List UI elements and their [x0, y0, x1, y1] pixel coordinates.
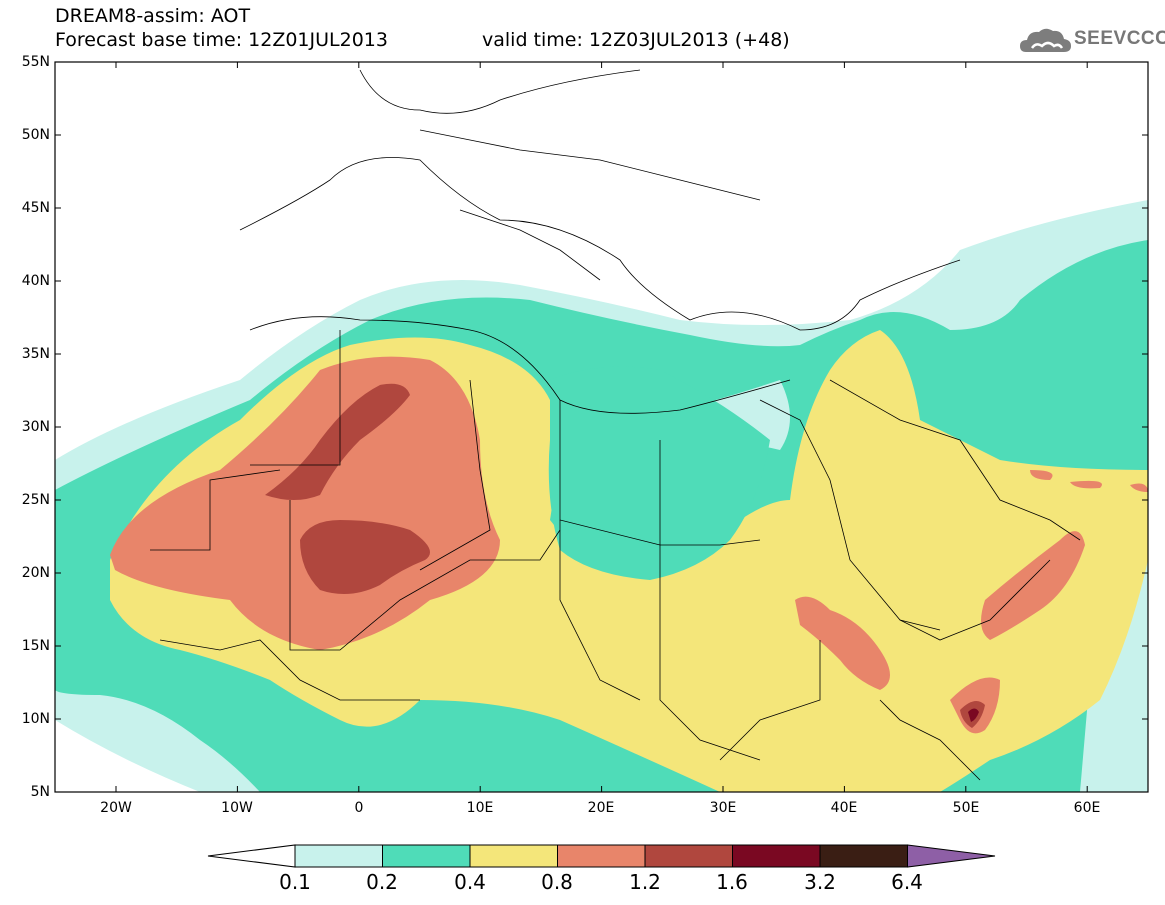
axis-ticks — [55, 61, 1148, 793]
lat-label-30n: 30N — [21, 419, 50, 435]
seevccc-logo: SEEVCCC — [1018, 22, 1165, 58]
lon-label-30e: 30E — [709, 800, 737, 816]
lon-label-0: 0 — [354, 800, 364, 816]
aot-contour-1.2-north — [265, 383, 410, 500]
lon-label-10w: 10W — [221, 800, 253, 816]
colorbar-bin — [644, 844, 733, 868]
lon-label-50e: 50E — [952, 800, 980, 816]
colorbar-bin — [207, 844, 296, 868]
colorbar-label-6.4: 6.4 — [891, 870, 923, 894]
colorbar-bin — [907, 844, 996, 868]
logo-text: SEEVCCC — [1074, 28, 1165, 49]
lon-label-60e: 60E — [1073, 800, 1101, 816]
lat-label-55n: 55N — [21, 54, 50, 70]
colorbar-label-0.4: 0.4 — [454, 870, 486, 894]
map-title: DREAM8-assim: AOT — [55, 5, 251, 27]
colorbar-bin — [469, 844, 558, 868]
lat-label-15n: 15N — [21, 638, 50, 654]
colorbar-bin — [557, 844, 646, 868]
cloud-icon — [1020, 28, 1071, 52]
aot-contour-1.2-south — [300, 520, 430, 594]
lat-label-50n: 50N — [21, 127, 50, 143]
lat-label-5n: 5N — [30, 784, 50, 800]
colorbar-bin — [819, 844, 908, 868]
colorbar-label-0.8: 0.8 — [541, 870, 573, 894]
colorbar-bin — [732, 844, 821, 868]
lon-label-20e: 20E — [587, 800, 615, 816]
lat-label-25n: 25N — [21, 492, 50, 508]
colorbar-bin — [294, 844, 383, 868]
colorbar-label-0.1: 0.1 — [279, 870, 311, 894]
lon-label-40e: 40E — [830, 800, 858, 816]
aot-contour-0.8-sahara — [110, 356, 500, 650]
aot-contour-0.8-redsea — [795, 596, 890, 690]
aot-contour-0.2-libya — [548, 366, 770, 580]
colorbar-label-1.2: 1.2 — [629, 870, 661, 894]
aot-contour-0.8-gulf — [1030, 470, 1148, 492]
forecast-base-time: Forecast base time: 12Z01JUL2013 — [55, 29, 388, 51]
valid-time: valid time: 12Z03JUL2013 (+48) — [482, 29, 790, 51]
colorbar-bin — [382, 844, 471, 868]
lat-label-35n: 35N — [21, 346, 50, 362]
colorbar — [207, 844, 996, 868]
lat-label-10n: 10N — [21, 711, 50, 727]
colorbar-label-1.6: 1.6 — [716, 870, 748, 894]
lat-label-45n: 45N — [21, 200, 50, 216]
lat-label-40n: 40N — [21, 273, 50, 289]
colorbar-label-0.2: 0.2 — [366, 870, 398, 894]
aot-field — [55, 62, 1148, 792]
lon-label-10e: 10E — [466, 800, 494, 816]
country-boundaries — [150, 69, 1081, 781]
aot-contour-0.8-arabia — [981, 531, 1085, 640]
colorbar-label-3.2: 3.2 — [804, 870, 836, 894]
lat-label-20n: 20N — [21, 565, 50, 581]
lon-label-20w: 20W — [100, 800, 132, 816]
aot-contour-1.6-horn — [968, 708, 979, 722]
